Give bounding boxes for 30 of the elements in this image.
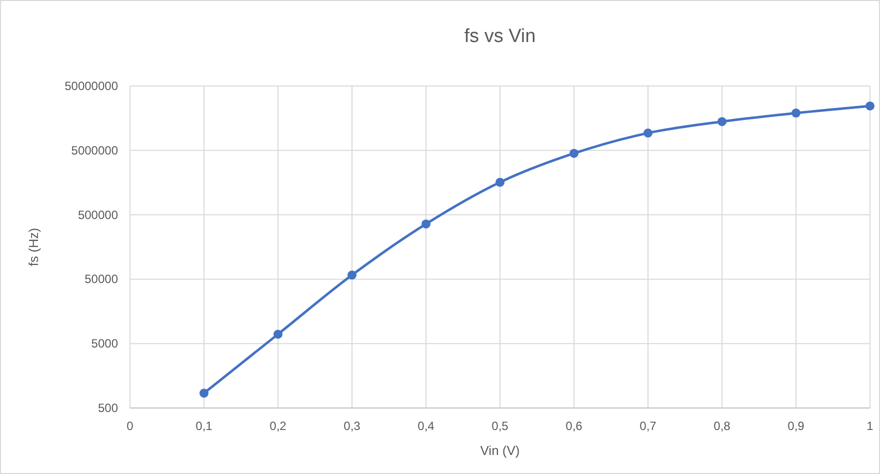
x-tick-label: 0,3 [344,419,361,433]
point [496,178,504,187]
point [348,270,356,280]
x-tick-label: 0,7 [640,419,657,433]
point [718,117,726,126]
x-axis-title: Vin (V) [480,443,520,458]
x-tick-label: 0,1 [196,419,213,433]
point [866,101,874,110]
y-tick-label: 500 [98,401,118,415]
y-tick-label: 5000000 [71,143,118,158]
point [644,128,652,138]
point [200,388,208,398]
x-tick-label: 0,6 [566,419,583,433]
x-tick-label: 0,5 [492,419,509,433]
y-tick-label: 50000000 [64,79,118,93]
chart-title: fs vs Vin [464,26,536,47]
point [792,108,800,118]
y-tick-label: 5000 [91,336,118,351]
x-tick-label: 0,2 [270,419,287,433]
x-tick-label: 0,9 [788,419,805,433]
x-tick-label: 0,4 [418,419,435,433]
y-axis-title: fs (Hz) [26,228,41,266]
point [570,148,578,158]
x-tick-label: 1 [866,419,874,433]
point [422,219,430,228]
point [274,330,282,339]
x-tick-label: 0 [126,419,134,433]
x-tick-label: 0,8 [714,419,731,433]
y-tick-label: 50000 [84,272,118,286]
y-tick-label: 500000 [78,208,118,222]
